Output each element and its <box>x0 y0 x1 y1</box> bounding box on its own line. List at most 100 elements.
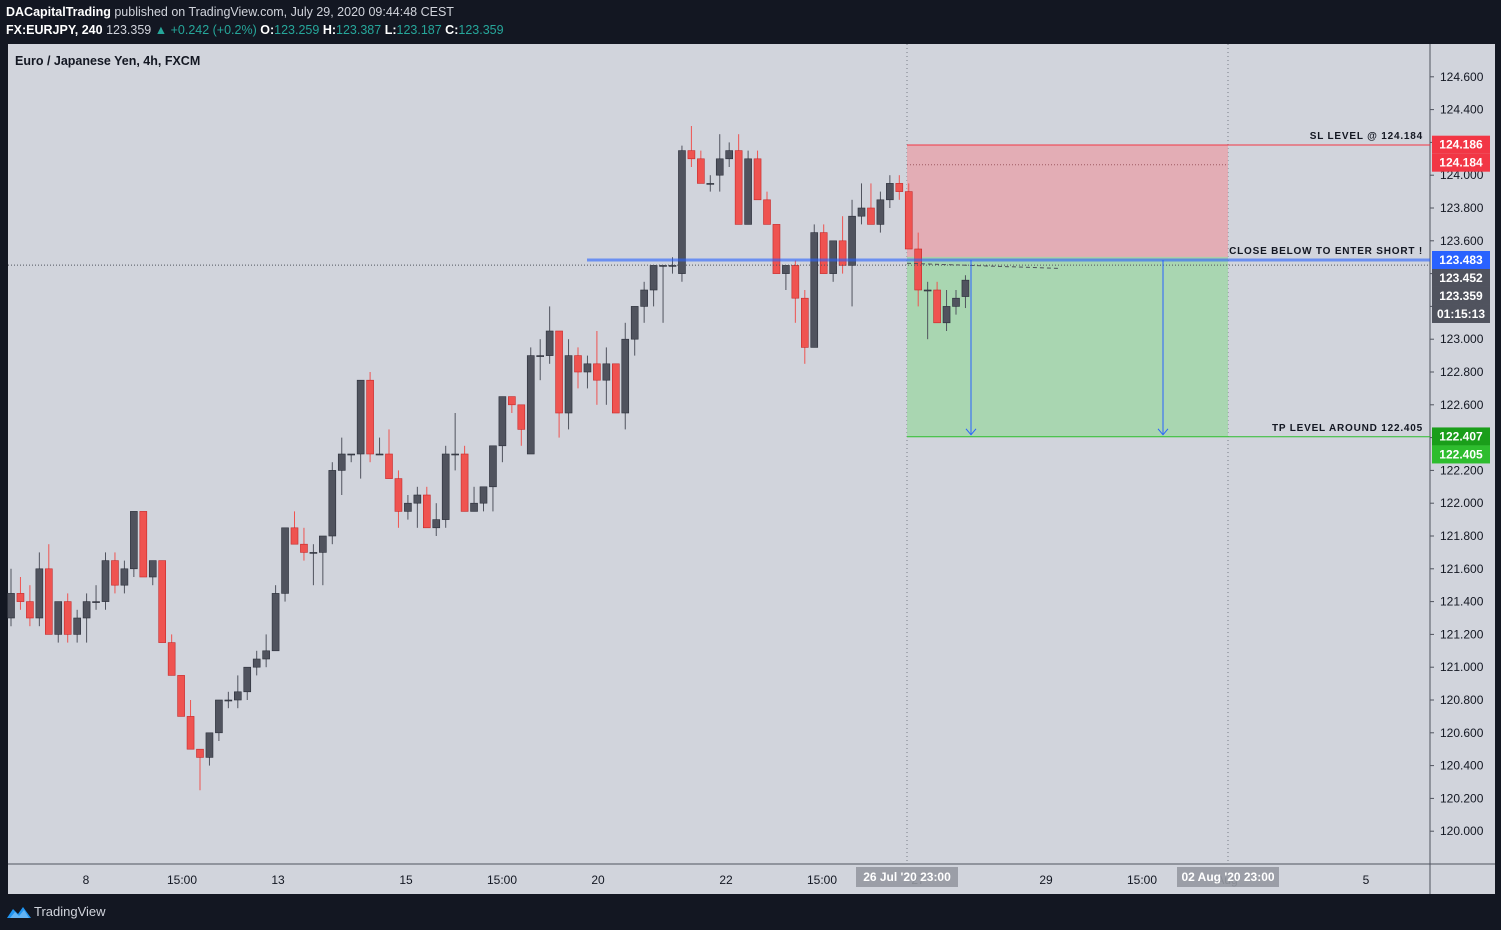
high-value: 123.387 <box>336 23 382 37</box>
svg-text:01:15:13: 01:15:13 <box>1437 307 1485 321</box>
price-tick-label: 122.800 <box>1440 365 1484 379</box>
candle <box>715 134 724 192</box>
price-tick-label: 121.200 <box>1440 627 1484 641</box>
candle-body <box>101 560 110 602</box>
price-tick-label: 120.000 <box>1440 824 1484 838</box>
candle-body <box>262 650 270 660</box>
chart-header: DACapitalTrading published on TradingVie… <box>0 0 1501 44</box>
author-name[interactable]: DACapitalTrading <box>6 5 111 19</box>
candle <box>186 700 195 750</box>
price-chart[interactable]: SL LEVEL @ 124.184 CLOSE BELOW TO ENTER S… <box>0 0 1501 894</box>
candle <box>290 511 299 545</box>
footer-brand[interactable]: TradingView <box>34 904 106 919</box>
candle <box>130 511 138 577</box>
candle <box>706 175 715 192</box>
candle-body <box>593 363 601 381</box>
candle <box>120 560 129 594</box>
last-price: 123.359 <box>106 23 152 37</box>
candle <box>942 290 951 331</box>
candle-body <box>404 502 412 512</box>
candle <box>281 527 289 602</box>
candle <box>234 675 242 709</box>
candle-body <box>337 453 346 471</box>
tradingview-logo-icon[interactable] <box>6 904 32 920</box>
candle-body <box>92 601 100 603</box>
candle-body <box>933 289 941 324</box>
candle-body <box>886 183 894 201</box>
candle <box>904 183 913 250</box>
candle-body <box>366 379 374 455</box>
candle <box>413 486 422 528</box>
price-badges: 124.186 124.184 123.483 123.452 123.359 01:15… <box>1432 135 1490 464</box>
candle <box>659 265 667 323</box>
candle <box>867 183 875 225</box>
svg-text:123.359: 123.359 <box>1439 289 1483 303</box>
candle <box>545 306 554 364</box>
candle-body <box>526 355 535 455</box>
svg-text:123.452: 123.452 <box>1439 271 1483 285</box>
candle-body <box>300 543 308 553</box>
candle-body <box>215 699 223 734</box>
candle <box>630 306 639 356</box>
candle <box>111 552 119 594</box>
candle <box>385 429 393 479</box>
price-tick-label: 123.000 <box>1440 332 1484 346</box>
candle <box>63 593 72 643</box>
candle <box>763 191 771 225</box>
candle <box>92 585 100 610</box>
price-tick-label: 123.600 <box>1440 234 1484 248</box>
candle <box>536 339 545 381</box>
candle <box>35 552 44 627</box>
publish-line: DACapitalTrading published on TradingVie… <box>6 5 454 19</box>
candle-body <box>413 494 422 504</box>
svg-text:122.407: 122.407 <box>1439 429 1483 443</box>
position-zones <box>907 21 1228 437</box>
svg-text:124.184: 124.184 <box>1439 156 1483 170</box>
candle <box>215 699 223 741</box>
candle <box>300 527 308 561</box>
candle <box>687 126 696 167</box>
candle <box>356 379 365 479</box>
candle <box>857 183 866 225</box>
candle <box>819 224 828 274</box>
svg-text:124.186: 124.186 <box>1439 138 1483 152</box>
candle <box>800 290 809 364</box>
price-badge: 01:15:13 <box>1432 304 1490 323</box>
candle <box>895 175 904 200</box>
symbol-name[interactable]: FX:EURJPY, 240 <box>6 23 103 37</box>
tp-level-label: TP LEVEL AROUND 122.405 <box>1272 423 1423 434</box>
candle <box>196 748 204 791</box>
candle <box>177 675 185 717</box>
candle-body <box>319 535 327 553</box>
candle-body <box>158 560 166 643</box>
candle <box>923 281 932 340</box>
candle-body <box>725 150 734 160</box>
candle-body <box>649 265 658 291</box>
candle <box>243 666 252 700</box>
price-tick-label: 124.600 <box>1440 70 1484 84</box>
candle-body <box>432 519 441 529</box>
candle <box>44 544 53 635</box>
candle <box>404 495 412 520</box>
time-badge: 02 Aug '20 23:00 <box>1177 867 1279 887</box>
price-badge: 123.452 <box>1432 268 1490 287</box>
candle <box>961 275 970 309</box>
candle-body <box>611 363 620 414</box>
candle <box>319 535 327 586</box>
candle-body <box>470 502 478 512</box>
candle-body <box>177 675 185 717</box>
price-axis[interactable] <box>1430 44 1495 894</box>
close-value: 123.359 <box>458 23 504 37</box>
candle <box>366 372 374 463</box>
svg-text:02 Aug '20 23:00: 02 Aug '20 23:00 <box>1181 870 1274 884</box>
candle-body <box>706 183 715 185</box>
candle-body <box>460 453 469 512</box>
candle-body <box>574 355 582 373</box>
candle-body <box>734 150 743 225</box>
candle-body <box>668 265 677 267</box>
time-tick-label: 15:00 <box>487 873 517 887</box>
candle-body <box>82 601 91 619</box>
candle <box>564 339 573 430</box>
candle-body <box>564 355 573 414</box>
symbol-line: FX:EURJPY, 240 123.359 ▲ +0.242 (+0.2%) … <box>6 23 504 37</box>
